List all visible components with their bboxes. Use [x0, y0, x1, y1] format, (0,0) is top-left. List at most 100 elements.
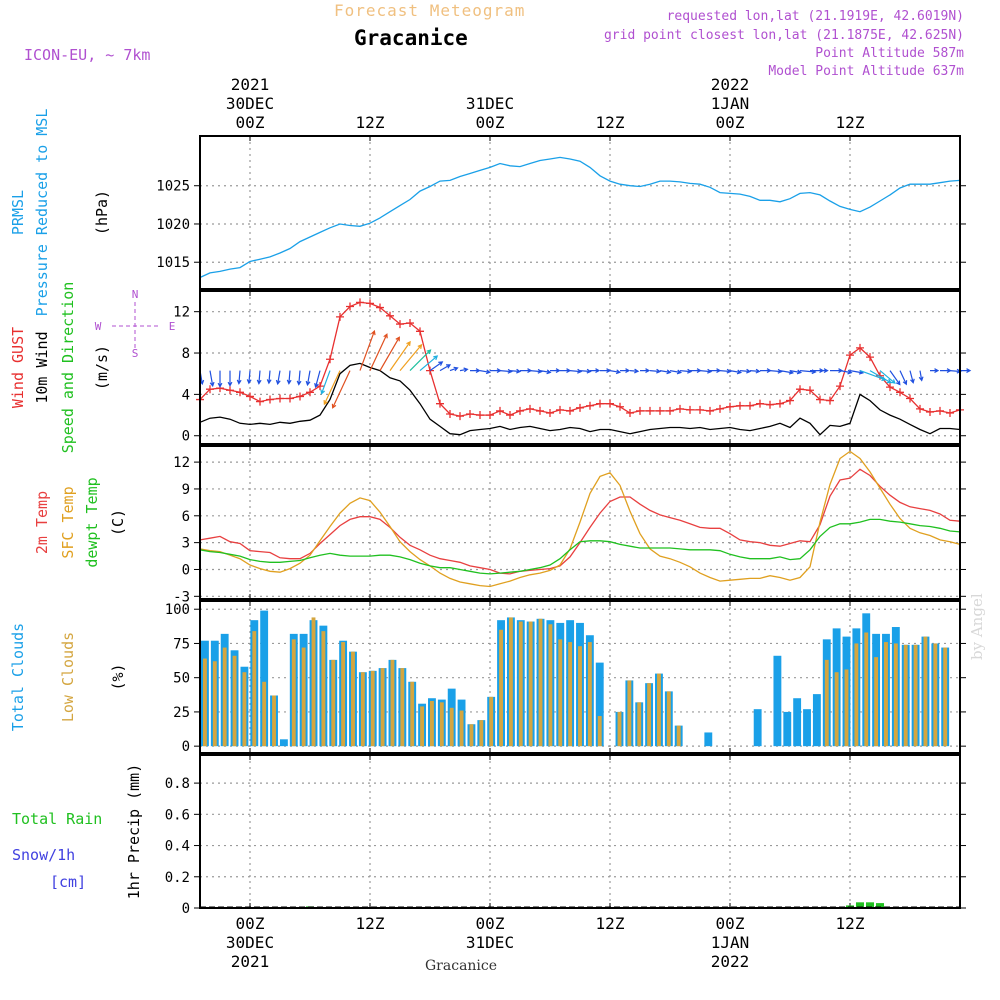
data-point: [356, 298, 364, 307]
data-point: [946, 408, 954, 417]
low-cloud-bar: [538, 618, 543, 747]
low-cloud-bar: [420, 706, 425, 747]
series-line: [199, 518, 961, 575]
time-label: 00Z: [716, 113, 745, 132]
precip-legend-label: Snow/1h: [12, 846, 75, 864]
data-point: [636, 406, 644, 415]
total-cloud-bar: [803, 709, 811, 747]
time-label: 30DEC: [226, 94, 274, 113]
data-point: [926, 407, 934, 416]
wind-arrow: [379, 336, 400, 371]
requested-coordinates: requested lon,lat (21.1919E, 42.6019N): [666, 9, 964, 24]
low-cloud-bar: [291, 639, 296, 747]
wind-arrow: [649, 368, 662, 374]
y-axis-label: 1hr Precip (mm): [125, 764, 143, 899]
low-cloud-bar: [360, 672, 365, 747]
wind-arrow: [369, 333, 388, 371]
low-cloud-bar: [874, 657, 879, 747]
low-cloud-bar: [242, 672, 247, 747]
panel-pressure: 1015 1020 1025 PRMSL Pressure Reduced to MSL…: [9, 109, 966, 316]
data-point: [476, 411, 484, 420]
y-tick-label: 0: [182, 429, 190, 445]
series-line: [199, 450, 961, 588]
data-point: [426, 366, 434, 375]
y-tick-label: 0: [182, 901, 190, 917]
model-label: ICON-EU, ~ 7km: [24, 46, 151, 64]
low-cloud-bar: [341, 642, 346, 747]
wind-arrow: [296, 370, 302, 386]
compass-west-label: W: [95, 320, 102, 333]
low-cloud-bar: [430, 700, 434, 747]
total-cloud-bar: [753, 709, 762, 747]
compass-east-label: E: [169, 320, 176, 333]
y-tick-label: 0.8: [165, 776, 190, 792]
time-label: 2021: [231, 952, 270, 971]
panel-temperature: -3 0 3 6 9 12 2m Temp SFC Temp dewpt Temp (C): [33, 445, 966, 605]
precip-legend-label: [cm]: [50, 873, 86, 891]
time-label: 30DEC: [226, 933, 274, 952]
wind-arrow: [769, 368, 783, 374]
wind-arrow: [286, 370, 292, 385]
product-title: Forecast Meteogram: [334, 1, 526, 20]
data-point: [746, 401, 754, 410]
y-tick-label: 3: [182, 536, 190, 552]
data-point: [236, 388, 244, 397]
compass-cross: [112, 302, 158, 350]
low-cloud-bar: [627, 680, 632, 747]
low-cloud-bar: [252, 631, 257, 747]
y-tick-label: 100: [165, 602, 190, 618]
y-axis-label: Total Clouds: [9, 623, 27, 731]
data-point: [256, 397, 264, 406]
panel-frame: [199, 290, 961, 445]
low-cloud-bar: [272, 695, 276, 747]
data-point: [486, 411, 494, 420]
y-axis-label: (m/s): [93, 345, 111, 390]
wind-arrow: [409, 349, 432, 372]
wind-arrow: [659, 369, 672, 375]
series-prmsl: [199, 156, 961, 279]
wind-arrow: [529, 368, 543, 374]
data-point: [586, 401, 594, 410]
time-label: 2021: [231, 75, 270, 94]
low-cloud-bar: [903, 644, 908, 747]
wind-arrow: [246, 370, 252, 385]
y-tick-label: 1020: [156, 217, 190, 233]
wind-arrow: [620, 368, 631, 374]
data-point: [716, 404, 724, 413]
wind-arrow: [930, 368, 940, 374]
data-point: [436, 399, 444, 408]
low-cloud-bar: [864, 632, 869, 747]
wind-arrow: [600, 368, 612, 374]
wind-arrow: [699, 368, 713, 374]
y-axis-label: 2m Temp: [33, 491, 51, 554]
low-cloud-bar: [370, 670, 375, 747]
low-cloud-bar: [311, 617, 316, 747]
total-cloud-bar: [783, 711, 792, 747]
data-point: [396, 320, 404, 329]
wind-arrow: [266, 370, 272, 385]
precip-legend-label: Total Rain: [12, 810, 102, 828]
wind-arrow: [320, 370, 331, 395]
low-cloud-bar: [469, 724, 474, 747]
data-point: [546, 408, 554, 417]
data-point: [296, 392, 304, 401]
time-label: 2022: [711, 952, 750, 971]
panel-frame: [199, 445, 961, 600]
low-cloud-bar: [647, 683, 652, 747]
wind-arrow: [479, 369, 492, 375]
data-point: [606, 399, 614, 408]
low-cloud-bar: [617, 711, 622, 747]
wind-arrow: [579, 368, 592, 374]
series-line: [199, 468, 961, 575]
wind-arrow: [314, 370, 321, 389]
data-point: [526, 404, 534, 413]
data-point: [666, 406, 674, 415]
low-cloud-bar: [212, 661, 217, 747]
time-label: 00Z: [236, 914, 265, 933]
total-cloud-bar: [812, 694, 821, 747]
panel-frame: [199, 600, 961, 754]
low-cloud-bar: [262, 681, 267, 747]
wind-arrow: [256, 370, 262, 385]
wind-arrow: [275, 370, 281, 386]
